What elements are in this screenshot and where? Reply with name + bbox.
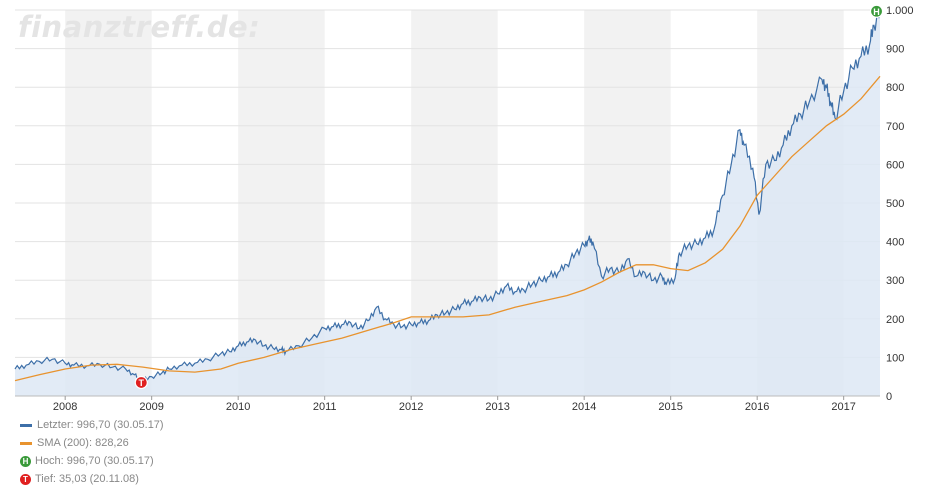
x-tick-label: 2014 — [572, 401, 596, 413]
y-tick-label: 100 — [886, 352, 904, 364]
legend-text-high: Hoch: 996,70 (30.05.17) — [35, 455, 154, 467]
y-tick-label: 300 — [886, 275, 904, 287]
x-tick-label: 2013 — [485, 401, 509, 413]
high-marker-icon: H — [20, 455, 31, 467]
legend-item-high: H Hoch: 996,70 (30.05.17) — [20, 452, 164, 470]
price-area — [15, 11, 880, 397]
legend-swatch-sma — [20, 441, 32, 445]
legend-item-low: T Tief: 35,03 (20.11.08) — [20, 470, 164, 488]
legend: Letzter: 996,70 (30.05.17) SMA (200): 82… — [20, 416, 164, 488]
legend-text-sma: SMA (200): 828,26 — [37, 437, 129, 449]
y-tick-label: 1.000 — [886, 5, 914, 17]
y-tick-label: 900 — [886, 44, 904, 56]
sma-line — [14, 75, 881, 382]
x-tick-label: 2017 — [831, 401, 855, 413]
price-line — [14, 8, 881, 384]
x-tick-label: 2008 — [53, 401, 77, 413]
low-marker-icon: T — [20, 473, 31, 485]
x-tick-label: 2015 — [658, 401, 682, 413]
y-tick-label: 500 — [886, 198, 904, 210]
high-marker-label: H — [873, 7, 880, 17]
y-tick-label: 400 — [886, 237, 904, 249]
low-marker — [134, 375, 148, 390]
y-tick-label: 600 — [886, 159, 904, 171]
y-tick-label: 800 — [886, 82, 904, 94]
x-tick-label: 2009 — [139, 401, 163, 413]
legend-text-low: Tief: 35,03 (20.11.08) — [35, 473, 139, 485]
x-tick-label: 2012 — [399, 401, 423, 413]
y-tick-label: 200 — [886, 314, 904, 326]
x-tick-label: 2010 — [226, 401, 250, 413]
site-watermark: finanztreff.de: — [18, 10, 261, 44]
y-tick-label: 700 — [886, 121, 904, 133]
x-tick-label: 2016 — [745, 401, 769, 413]
legend-swatch-last — [20, 423, 32, 427]
legend-text-last: Letzter: 996,70 (30.05.17) — [37, 419, 164, 431]
high-marker — [869, 4, 884, 18]
x-tick-label: 2011 — [313, 401, 337, 413]
legend-item-last: Letzter: 996,70 (30.05.17) — [20, 416, 164, 434]
legend-item-sma: SMA (200): 828,26 — [20, 434, 164, 452]
low-marker-label: T — [139, 378, 145, 388]
y-tick-label: 0 — [886, 391, 892, 403]
